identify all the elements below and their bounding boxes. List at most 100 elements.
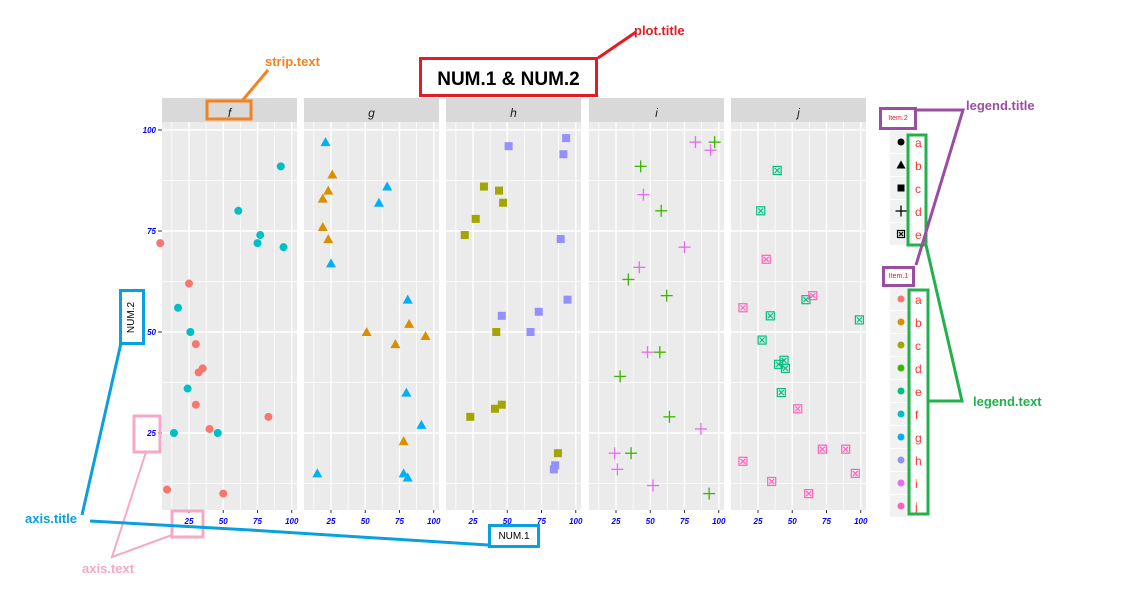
plot-title: NUM.1 & NUM.2: [437, 69, 580, 90]
point-square: [549, 465, 558, 474]
strip-label-i: i: [655, 106, 658, 120]
x-tick-label: 25: [468, 517, 478, 526]
point-plus: [708, 136, 721, 149]
point-square: [497, 400, 506, 409]
facet-panel-j: j 25 50 75 100: [731, 98, 868, 526]
series-j-e: [756, 165, 864, 398]
point-circle: [205, 424, 214, 433]
x-tick-label: 75: [822, 517, 831, 526]
point-plus: [653, 346, 666, 359]
legend-label: d: [915, 362, 922, 376]
point-triangle: [312, 468, 323, 478]
series-j-j: [738, 254, 860, 499]
facet-panel-h: h 25 50 75 100: [446, 98, 583, 526]
annotation-plot-title: plot.title: [634, 23, 685, 38]
point-circle: [191, 340, 200, 349]
axis-text-leader: [110, 451, 173, 559]
point-circle: [219, 489, 228, 498]
annotation-legend-title: legend.title: [966, 98, 1035, 113]
legend-swatch: [897, 318, 905, 326]
point-boxed-x: [776, 388, 786, 398]
point-square: [492, 328, 501, 336]
point-plus: [611, 463, 624, 476]
series-f-a: [156, 239, 273, 498]
point-triangle: [402, 294, 413, 304]
point-boxed-x: [757, 335, 767, 345]
point-circle: [253, 239, 262, 248]
x-tick-label: 100: [285, 517, 299, 526]
legend-label: i: [915, 477, 918, 491]
y-tick-label: 50: [147, 328, 156, 337]
point-boxed-x: [765, 311, 775, 321]
strip-h: [446, 98, 581, 122]
legend-swatch: [897, 433, 905, 441]
strip-i: [589, 98, 724, 122]
series-g-g: [312, 137, 427, 482]
legend-label: j: [914, 500, 918, 514]
point-circle: [198, 364, 207, 373]
point-plus: [633, 261, 646, 274]
plot-title-leader: [597, 30, 637, 60]
point-triangle: [323, 234, 334, 244]
point-plus: [704, 144, 717, 157]
y-axis-title: NUM.2: [126, 301, 138, 333]
legend-swatch: [897, 295, 905, 303]
y-axis-text-highlight: [132, 414, 162, 454]
facet-panel-g: g 25 50 75 100: [304, 98, 441, 526]
point-circle: [185, 279, 193, 288]
point-boxed-x: [808, 291, 818, 301]
point-plus: [625, 447, 638, 460]
legend-swatch: [897, 479, 905, 487]
x-tick-label: 25: [184, 517, 194, 526]
facet-panel-i: i 25 50 75 100: [589, 98, 726, 526]
point-triangle: [382, 181, 393, 191]
point-triangle: [402, 472, 413, 482]
point-square: [553, 449, 562, 458]
strip-g: [304, 98, 439, 122]
x-tick-label: 50: [219, 517, 228, 526]
axis-title-leader-x: [89, 519, 489, 547]
point-square: [460, 231, 469, 240]
point-circle: [213, 429, 222, 437]
legend-title-leader: [914, 108, 966, 266]
series-h-c: [460, 182, 562, 458]
legend-title-item1-box: Item.1: [882, 266, 915, 287]
strip-j: [731, 98, 866, 122]
strip-text-highlight: [205, 99, 253, 121]
x-tick-label: 25: [611, 517, 621, 526]
point-plus: [663, 410, 676, 423]
point-plus: [655, 204, 668, 217]
series-f-f: [169, 162, 288, 437]
legend-label: c: [915, 182, 921, 196]
annotation-legend-text: legend.text: [973, 394, 1042, 409]
point-boxed-x: [817, 444, 827, 454]
point-boxed-x: [738, 303, 748, 313]
point-circle: [174, 303, 183, 312]
point-circle: [183, 384, 192, 393]
legend-swatch: [897, 387, 905, 395]
point-circle: [234, 206, 243, 215]
legend-label: b: [915, 316, 922, 330]
point-boxed-x: [756, 206, 766, 216]
strip-label-f: f: [228, 106, 233, 120]
point-boxed-x: [854, 315, 864, 325]
facet-panel-f: f 25 50 75 100: [162, 98, 299, 526]
x-tick-label: 25: [753, 517, 763, 526]
point-square: [556, 235, 565, 244]
y-axis-title-box: NUM.2: [119, 289, 145, 345]
point-triangle: [320, 137, 331, 147]
point-circle: [163, 485, 172, 494]
legend-text-highlight-item2: [906, 133, 928, 247]
point-plus: [641, 346, 654, 359]
point-boxed-x: [896, 229, 906, 239]
point-triangle: [398, 436, 409, 446]
x-axis-title-box: NUM.1: [488, 524, 540, 548]
point-square: [497, 311, 506, 320]
point-triangle: [390, 339, 401, 349]
point-plus: [703, 487, 716, 500]
point-circle: [264, 412, 273, 421]
point-boxed-x: [841, 444, 851, 454]
legend-swatch: [897, 410, 905, 418]
